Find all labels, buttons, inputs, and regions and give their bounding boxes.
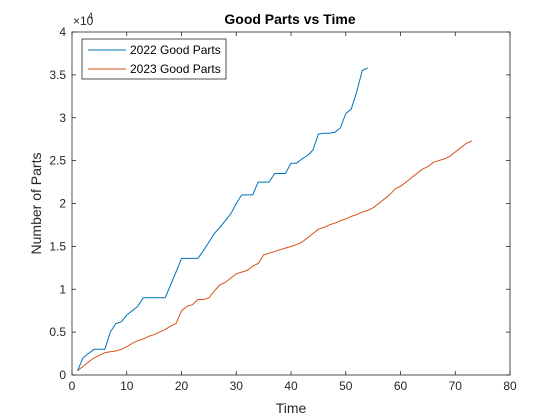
legend-label-2023: 2023 Good Parts	[130, 62, 221, 76]
y-tick-label: 4	[59, 25, 66, 39]
x-tick-label: 0	[69, 379, 76, 393]
y-tick-label: 0.5	[49, 325, 66, 339]
legend-box	[81, 38, 227, 80]
series-line-0	[77, 67, 368, 371]
y-tick-label: 2.5	[49, 154, 66, 168]
x-tick-label: 80	[503, 379, 517, 393]
y-exponent-power: 4	[88, 11, 93, 21]
x-tick-label: 20	[175, 379, 189, 393]
series-line-1	[77, 140, 472, 372]
y-exponent-base: ×10	[73, 14, 94, 28]
x-tick-label: 10	[120, 379, 134, 393]
y-tick-label: 2	[59, 197, 66, 211]
y-tick-label: 1.5	[49, 239, 66, 253]
y-tick-label: 0	[59, 368, 66, 382]
series-layer	[77, 67, 472, 372]
legend-label-2022: 2022 Good Parts	[130, 43, 221, 57]
x-axis-ticks: 0 10 20 30 40 50 60 70 80	[69, 32, 517, 393]
x-tick-label: 40	[284, 379, 298, 393]
y-axis-ticks: 0 0.5 1 1.5 2 2.5 3 3.5 4	[49, 25, 510, 382]
x-tick-label: 60	[394, 379, 408, 393]
axes-background	[72, 32, 510, 375]
y-tick-label: 3.5	[49, 68, 66, 82]
x-tick-label: 50	[339, 379, 353, 393]
plot-area	[72, 32, 510, 375]
x-tick-label: 30	[230, 379, 244, 393]
y-axis-label: Number of Parts	[28, 153, 44, 255]
x-tick-label: 70	[449, 379, 463, 393]
legend: 2022 Good Parts 2023 Good Parts	[81, 38, 227, 80]
x-axis-label: Time	[276, 400, 307, 416]
y-tick-label: 1	[59, 282, 66, 296]
y-tick-label: 3	[59, 111, 66, 125]
chart-title: Good Parts vs Time	[224, 11, 355, 27]
